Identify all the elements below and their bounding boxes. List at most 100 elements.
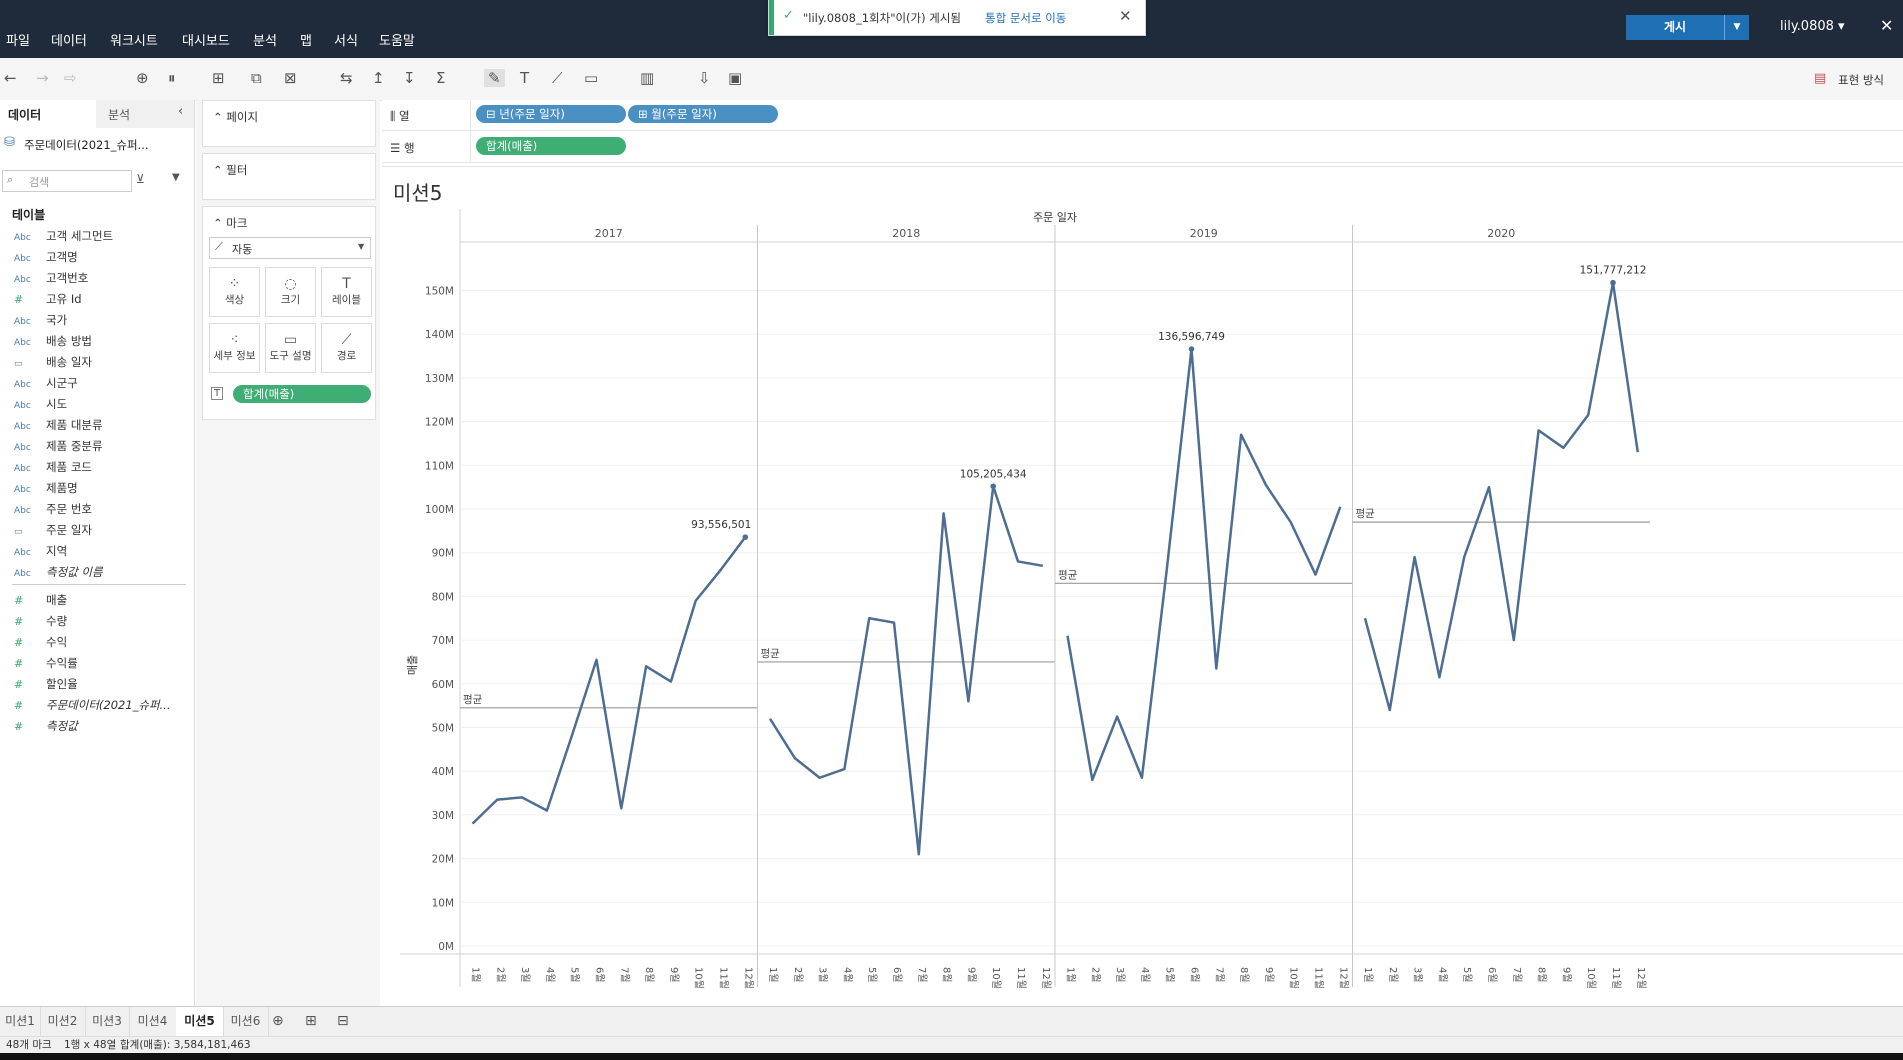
undo-icon[interactable]: ← [4,69,17,87]
search-input[interactable]: ⌕ 검색 [2,170,132,192]
new-dashboard-tab-icon[interactable]: ⊞ [305,1013,317,1029]
columns-shelf[interactable]: ⫼ 열 ⊟ 년(주문 일자) ⊞ 월(주문 일자) [382,100,1903,131]
field-item[interactable]: # 수익률 [14,655,78,671]
new-datasource-icon[interactable]: ⊕ [136,69,149,87]
label-button[interactable]: T 레이블 [321,267,372,317]
field-item[interactable]: Abc 제품 코드 [14,459,92,475]
field-item[interactable]: # 매출 [14,592,67,608]
year-header: 2017 [595,227,623,240]
show-labels-icon[interactable]: T [520,69,530,87]
x-tick-label: 2월 [494,967,506,983]
swap-icon[interactable]: ⇆ [340,69,353,87]
fit-icon[interactable]: ▭ [584,69,599,87]
field-item[interactable]: Abc 고객명 [14,249,78,265]
tab-analysis[interactable]: 분석 ‹ [96,100,194,128]
field-item[interactable]: Abc 국가 [14,312,67,328]
y-tick-label: 130M [425,373,454,385]
field-name: 고유 Id [46,292,82,306]
field-item[interactable]: Abc 측정값 이름 [14,564,103,580]
new-story-tab-icon[interactable]: ⊟ [337,1013,349,1029]
field-name: 고객번호 [46,271,89,285]
field-item[interactable]: Abc 시군구 [14,375,78,391]
tab-미션3[interactable]: 미션3 [85,1007,130,1036]
field-item[interactable]: Abc 배송 방법 [14,333,92,349]
menu-map[interactable]: 맵 [300,34,312,49]
field-item[interactable]: Abc 제품명 [14,480,78,496]
chevron-down-icon[interactable]: ▼ [172,172,180,183]
menu-file[interactable]: 파일 [6,34,30,49]
show-me-icon[interactable]: ▤ [1814,71,1827,86]
menu-dashboard[interactable]: 대시보드 [182,34,230,49]
field-item[interactable]: # 고유 Id [14,291,82,307]
year-order-date-pill[interactable]: ⊟ 년(주문 일자) [476,105,626,123]
tab-미션2[interactable]: 미션2 [40,1007,86,1036]
close-notification-icon[interactable]: ✕ [1119,7,1132,25]
sort-ascending-icon[interactable]: ↥ [372,69,385,87]
duplicate-sheet-icon[interactable]: ⧉ [251,69,262,87]
replay-icon[interactable]: ⇨ [64,69,77,87]
field-type-icon: Abc [14,506,31,516]
publish-dropdown-button[interactable]: ▼ [1724,15,1749,40]
tooltip-button[interactable]: ▭ 도구 설명 [265,323,316,373]
detail-button[interactable]: ⁖ 세부 정보 [209,323,260,373]
line-chart[interactable]: 주문 일자 0M 10M 20M 30M 40M 50M 60M 70M 80M 90M 100M 11… [382,167,1903,1007]
month-order-date-pill[interactable]: ⊞ 월(주문 일자) [628,105,778,123]
fix-axes-icon[interactable]: ⟋ [552,69,563,87]
user-menu[interactable]: lily.0808 ▾ [1780,19,1845,34]
field-item[interactable]: Abc 시도 [14,396,67,412]
menu-worksheet[interactable]: 워크시트 [110,34,158,49]
collapse-icon[interactable]: ‹ [178,104,184,119]
close-icon[interactable]: ✕ [1880,16,1894,35]
pages-card[interactable]: ⌃ 페이지 [202,100,376,147]
datasource-name[interactable]: 주문데이터(2021_슈퍼... [24,138,149,152]
field-item[interactable]: Abc 제품 중분류 [14,438,103,454]
field-item[interactable]: Abc 주문 번호 [14,501,92,517]
field-item[interactable]: Abc 고객 세그먼트 [14,228,113,244]
menu-help[interactable]: 도움말 [379,34,415,49]
field-item[interactable]: Abc 고객번호 [14,270,88,286]
download-icon[interactable]: ⇩ [698,69,711,87]
menu-format[interactable]: 서식 [334,34,358,49]
filters-card[interactable]: ⌃ 필터 [202,153,376,200]
field-item[interactable]: # 수익 [14,634,67,650]
size-icon: ◌ [284,276,297,292]
pause-updates-icon[interactable]: ⏸ [168,69,176,87]
sum-sales-row-pill[interactable]: 합계(매출) [476,137,626,155]
filter-icon[interactable]: ⊻ [136,172,145,186]
color-button[interactable]: ⁘ 색상 [209,267,260,317]
tab-미션6[interactable]: 미션6 [223,1007,269,1036]
tab-미션4[interactable]: 미션4 [129,1007,177,1036]
path-button[interactable]: ⟋ 경로 [321,323,372,373]
field-item[interactable]: # 주문데이터(2021_슈퍼... [14,697,171,713]
sort-descending-icon[interactable]: ↧ [403,69,416,87]
shelves-pane: ⌃ 페이지 ⌃ 필터 ⌃ 마크 ⟋ 자동 ▼ ⁘ 색상 ◌ 크기 T 레이블 ⁖ 세부 … [196,100,380,1006]
field-type-icon: # [14,720,24,733]
field-item[interactable]: Abc 제품 대분류 [14,417,103,433]
presentation-icon[interactable]: ▥ [640,69,655,87]
new-worksheet-icon[interactable]: ⊞ [212,69,225,87]
size-button[interactable]: ◌ 크기 [265,267,316,317]
new-worksheet-tab-icon[interactable]: ⊕ [272,1013,284,1029]
rows-shelf[interactable]: ☰ 행 합계(매출) [382,132,1903,163]
tab-data[interactable]: 데이터 [0,100,96,130]
tab-미션1[interactable]: 미션1 [0,1007,41,1036]
field-item[interactable]: # 측정값 [14,718,78,734]
mark-type-select[interactable]: ⟋ 자동 ▼ [209,237,371,259]
clear-sheet-icon[interactable]: ⊠ [284,69,297,87]
publish-button[interactable]: 게시 [1626,15,1724,40]
field-item[interactable]: ▭ 주문 일자 [14,522,92,538]
go-to-workbook-link[interactable]: 통합 문서로 이동 [985,11,1067,25]
totals-icon[interactable]: Σ [436,69,446,87]
highlight-icon[interactable]: ✎ [484,69,505,87]
show-me-button[interactable]: 표현 방식 [1838,73,1884,87]
field-item[interactable]: # 할인율 [14,676,78,692]
field-item[interactable]: ▭ 배송 일자 [14,354,92,370]
present-mode-icon[interactable]: ▣ [728,69,743,87]
menu-data[interactable]: 데이터 [51,34,87,49]
field-item[interactable]: # 수량 [14,613,67,629]
marks-label-pill[interactable]: 합계(매출) [233,385,371,403]
field-item[interactable]: Abc 지역 [14,543,67,559]
redo-icon[interactable]: → [36,69,49,87]
tab-미션5[interactable]: 미션5 [176,1007,224,1036]
menu-analysis[interactable]: 분석 [253,34,277,49]
